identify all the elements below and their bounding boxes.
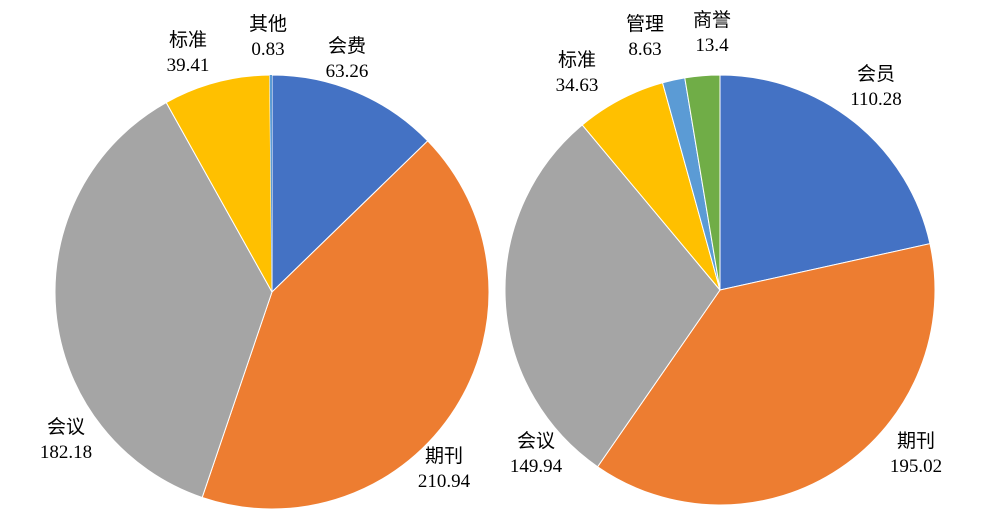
slice-label-商誉: 商誉 bbox=[693, 9, 731, 31]
slice-label-标准: 标准 bbox=[558, 49, 596, 71]
slice-value-管理: 8.63 bbox=[628, 39, 661, 60]
slice-value-期刊: 195.02 bbox=[890, 456, 942, 477]
slice-value-会议: 149.94 bbox=[510, 456, 563, 477]
slice-value-商誉: 13.4 bbox=[695, 35, 729, 56]
pie-slice-2-会议 bbox=[504, 124, 721, 468]
slice-label-会费: 会费 bbox=[328, 35, 366, 57]
pie-slice-0-会员 bbox=[719, 74, 931, 291]
slice-value-会费: 63.26 bbox=[326, 61, 369, 82]
pie-chart-left-container: 会费 63.26 期刊 210.94 会议 182.18 标准 39.41 其他 0.83 bbox=[40, 13, 490, 510]
slice-label-标准: 标准 bbox=[169, 29, 207, 51]
pie-chart-right-container: 会员 110.28 期刊 195.02 会议 149.94 标准 34.63 管理 8.63 商誉 1… bbox=[500, 0, 1000, 519]
slice-label-其他: 其他 bbox=[249, 13, 287, 35]
pie-slice-0-会费 bbox=[271, 74, 429, 294]
pie-chart-right: 会员 110.28 期刊 195.02 会议 149.94 标准 34.63 管理 8.63 商誉 1… bbox=[504, 9, 942, 506]
slice-value-会员: 110.28 bbox=[850, 89, 902, 110]
slice-label-会员: 会员 bbox=[857, 63, 895, 85]
pie-chart-left: 会费 63.26 期刊 210.94 会议 182.18 标准 39.41 其他 0.83 bbox=[40, 13, 490, 510]
slice-label-期刊: 期刊 bbox=[425, 445, 463, 467]
slice-label-会议: 会议 bbox=[47, 416, 85, 438]
pie-slice-1-期刊 bbox=[201, 140, 490, 510]
pie-slice-2-会议 bbox=[54, 101, 273, 499]
slice-value-标准: 39.41 bbox=[167, 55, 210, 76]
slice-value-标准: 34.63 bbox=[556, 75, 599, 96]
slice-value-其他: 0.83 bbox=[251, 39, 284, 60]
slice-label-管理: 管理 bbox=[626, 13, 664, 35]
pie-slice-3-标准 bbox=[165, 74, 273, 293]
pie-slice-5-商誉 bbox=[684, 74, 721, 291]
slice-label-会议: 会议 bbox=[517, 430, 555, 452]
slice-value-期刊: 210.94 bbox=[418, 471, 471, 492]
slice-label-期刊: 期刊 bbox=[897, 430, 935, 452]
slice-value-会议: 182.18 bbox=[40, 442, 92, 463]
pie-slice-1-期刊 bbox=[596, 243, 936, 506]
pie-slice-4-其他 bbox=[269, 74, 272, 292]
